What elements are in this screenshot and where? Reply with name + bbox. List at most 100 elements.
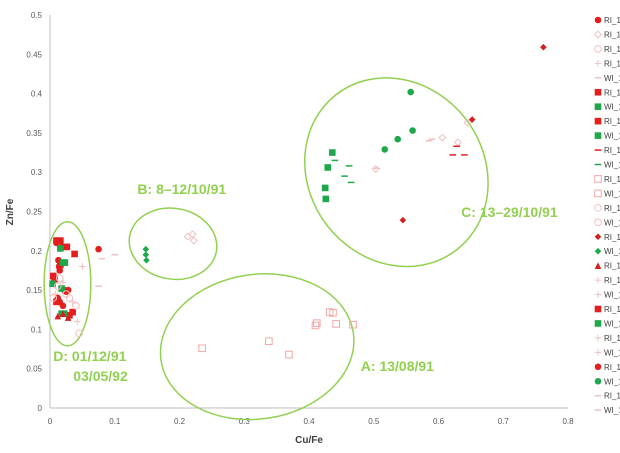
- cluster-labels: A: 13/08/91 B: 8–12/10/91 C: 13–29/10/91 D:…: [53, 181, 558, 384]
- data-point: [594, 349, 602, 356]
- y-tick-label: 0.35: [26, 129, 42, 138]
- data-point: [407, 88, 414, 96]
- cluster-label-line: A: 13/08/91: [361, 358, 434, 374]
- legend-item: RI_1: [594, 175, 620, 184]
- data-point: [54, 312, 62, 320]
- legend-label: RI_1: [604, 16, 620, 25]
- data-point: [381, 146, 389, 153]
- legend-label: WI_1: [604, 247, 620, 256]
- legend-label: RI_1: [604, 363, 620, 372]
- legend-item: RI_1: [594, 233, 620, 242]
- data-point: [59, 310, 67, 317]
- x-tick-label: 0.7: [498, 417, 510, 426]
- legend-label: RI_1: [604, 233, 620, 242]
- cluster-label-line: 03/05/92: [73, 368, 128, 384]
- data-point: [468, 116, 476, 123]
- y-tick-label: 0.15: [26, 286, 42, 295]
- legend-item: RI_1: [594, 146, 620, 155]
- data-point: [95, 245, 102, 253]
- data-point: [540, 43, 547, 51]
- y-tick-labels: 0 0.05 0.1 0.15 0.2 0.25 0.3 0.35 0.4 0.45 0.5: [26, 11, 42, 413]
- y-tick-label: 0.1: [31, 325, 43, 334]
- data-points: [49, 43, 547, 359]
- data-point: [594, 291, 602, 298]
- legend-item: RI_1: [594, 88, 620, 97]
- data-point: [73, 318, 81, 325]
- legend-item: RI_1: [594, 204, 620, 213]
- data-point: [594, 189, 602, 198]
- data-point: [58, 285, 65, 292]
- data-point: [329, 309, 337, 317]
- y-tick-label: 0.2: [31, 247, 43, 256]
- legend-item: RI_1: [594, 363, 620, 372]
- data-point: [188, 230, 197, 239]
- data-point: [463, 118, 472, 127]
- x-tick-labels: 0 0.1 0.2 0.3 0.4 0.5 0.6 0.7 0.8: [48, 417, 574, 426]
- data-point: [285, 350, 293, 359]
- data-point: [49, 294, 58, 302]
- cluster-label: C: 13–29/10/91: [461, 204, 558, 220]
- legend-item: WI_1: [594, 319, 620, 328]
- data-point: [594, 233, 602, 241]
- legend-item: WI_1: [594, 406, 620, 415]
- legend-item: WI_1: [594, 348, 620, 357]
- data-point: [594, 45, 602, 53]
- data-point: [594, 103, 602, 110]
- data-point: [198, 344, 206, 353]
- cluster-ellipses: [43, 77, 489, 421]
- data-point: [594, 132, 602, 139]
- legend-label: RI_1: [604, 392, 620, 401]
- data-point: [311, 321, 320, 330]
- data-point: [72, 302, 80, 310]
- data-point: [53, 282, 62, 290]
- data-point: [394, 135, 402, 143]
- data-point: [399, 216, 407, 224]
- data-point: [349, 320, 357, 329]
- cluster-ellipse: [303, 77, 489, 268]
- legend-label: RI_1: [604, 276, 620, 285]
- data-point: [64, 314, 72, 321]
- data-point: [61, 259, 69, 266]
- legend-item: RI_1: [594, 392, 620, 401]
- legend-label: WI_1: [604, 348, 620, 357]
- x-tick-label: 0.1: [109, 417, 121, 426]
- data-point: [594, 363, 602, 371]
- legend-label: WI_1: [604, 406, 620, 415]
- data-point: [594, 377, 602, 385]
- data-point: [143, 256, 150, 264]
- data-point: [594, 334, 602, 342]
- x-tick-label: 0: [48, 417, 53, 426]
- data-point: [324, 164, 332, 171]
- cluster-label: A: 13/08/91: [361, 358, 434, 374]
- legend-label: WI_1: [604, 74, 620, 83]
- data-point: [59, 302, 67, 310]
- data-point: [142, 251, 150, 259]
- legend-item: RI_1: [594, 117, 620, 126]
- axes: [49, 15, 568, 409]
- data-point: [75, 329, 83, 338]
- legend-label: RI_1: [604, 334, 620, 343]
- data-point: [64, 286, 72, 294]
- x-tick-label: 0.3: [239, 417, 251, 426]
- data-point: [594, 88, 602, 96]
- data-point: [53, 298, 60, 306]
- legend-label: RI_1: [604, 88, 620, 97]
- cluster-ellipse: [43, 220, 92, 347]
- data-point: [321, 184, 329, 192]
- legend-item: WI_1: [594, 377, 620, 386]
- data-point: [594, 16, 602, 24]
- cluster-label-line: C: 13–29/10/91: [461, 204, 558, 220]
- data-point: [594, 320, 602, 327]
- data-point: [71, 250, 78, 258]
- legend: RI_1 RI_1 RI_1 RI_1 WI_1 RI_1 WI_1 RI_1 WI_1 RI_1…: [593, 16, 620, 415]
- data-point: [438, 133, 447, 142]
- legend-item: WI_1: [594, 74, 620, 83]
- data-point: [79, 263, 86, 270]
- legend-label: RI_1: [604, 146, 620, 155]
- data-point: [594, 247, 602, 255]
- data-point: [265, 337, 273, 345]
- data-point: [322, 195, 330, 203]
- y-axis-title: Zn/Fe: [5, 198, 16, 225]
- data-point: [49, 280, 56, 288]
